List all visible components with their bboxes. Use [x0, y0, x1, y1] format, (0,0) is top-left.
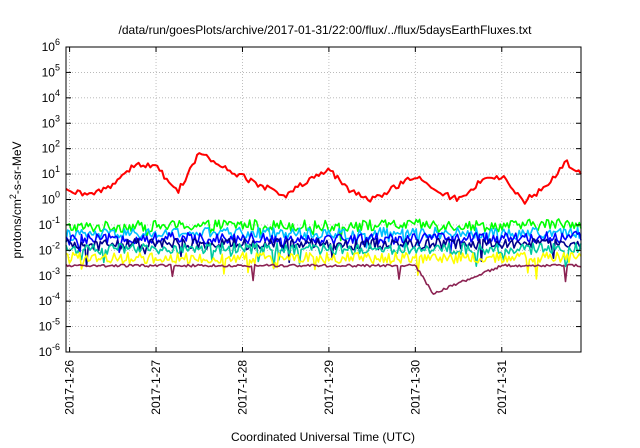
y-tick-label-base: 10	[42, 40, 56, 54]
y-tick-label-base: 10	[39, 243, 53, 257]
y-tick-label-exp: -2	[52, 240, 60, 250]
y-tick-label: 10-4	[39, 291, 60, 308]
y-tick-label-base: 10	[39, 345, 53, 359]
x-axis-label: Coordinated Universal Time (UTC)	[231, 430, 415, 444]
x-tick-label: 2017-1-27	[149, 360, 163, 415]
y-tick-label: 10-6	[39, 342, 60, 359]
grid	[66, 47, 581, 352]
y-tick-label-exp: 1	[55, 164, 60, 174]
x-tick-label: 2017-1-28	[235, 360, 249, 415]
y-tick-label: 104	[42, 88, 60, 105]
y-tick-label-exp: -1	[52, 215, 60, 225]
series-line	[65, 218, 582, 242]
y-tick-label: 10-5	[39, 317, 60, 334]
plot-frame	[65, 46, 582, 353]
y-tick-label-base: 10	[39, 294, 53, 308]
series-line	[65, 226, 582, 249]
x-axis: 2017-1-26 2017-1-27 2017-1-28 2017-1-29 2017…	[63, 47, 509, 415]
y-tick-label-exp: -3	[52, 266, 60, 276]
series-layer	[65, 152, 582, 295]
series-line	[65, 230, 582, 257]
y-tick-label-base: 10	[42, 116, 56, 130]
y-tick-label: 10-2	[39, 240, 60, 257]
y-axis-label-sup: 2	[8, 194, 18, 199]
y-tick-label-base: 10	[42, 193, 56, 207]
y-axis-label-post: -s-sr-MeV	[10, 141, 24, 194]
y-axis: 10-610-510-410-310-210-11001011021031041…	[39, 37, 581, 359]
y-tick-label-base: 10	[42, 91, 56, 105]
y-tick-label: 105	[42, 62, 60, 79]
y-tick-label-base: 10	[42, 167, 56, 181]
y-tick-label: 10-1	[39, 215, 60, 232]
y-tick-label-exp: 3	[55, 113, 60, 123]
y-tick-label-exp: -4	[52, 291, 60, 301]
series-line	[65, 237, 582, 267]
series-line	[65, 152, 582, 205]
y-tick-label-base: 10	[39, 218, 53, 232]
series-line	[65, 251, 582, 280]
y-tick-label: 102	[42, 139, 60, 156]
y-axis-label: protons/cm2-s-sr-MeV	[8, 141, 24, 258]
x-tick-label: 2017-1-26	[63, 360, 77, 415]
y-tick-label-exp: 0	[55, 190, 60, 200]
y-tick-label: 101	[42, 164, 60, 181]
y-axis-label-pre: protons/cm	[10, 199, 24, 258]
chart-title: /data/run/goesPlots/archive/2017-01-31/2…	[119, 23, 533, 37]
y-tick-label-exp: 4	[55, 88, 60, 98]
y-tick-label-exp: -5	[52, 317, 60, 327]
x-tick-label: 2017-1-31	[495, 360, 509, 415]
series-line	[65, 242, 582, 270]
y-tick-label-base: 10	[39, 320, 53, 334]
y-tick-label-base: 10	[42, 65, 56, 79]
y-tick-label-exp: 2	[55, 139, 60, 149]
y-tick-label: 10-3	[39, 266, 60, 283]
x-tick-label: 2017-1-30	[408, 360, 422, 415]
y-tick-label: 100	[42, 190, 60, 207]
y-tick-label-base: 10	[39, 269, 53, 283]
y-tick-label-exp: 6	[55, 37, 60, 47]
y-tick-label-exp: 5	[55, 62, 60, 72]
y-tick-label: 106	[42, 37, 60, 54]
y-tick-label-base: 10	[42, 142, 56, 156]
x-tick-label: 2017-1-29	[322, 360, 336, 415]
series-line	[65, 263, 582, 295]
y-tick-label: 103	[42, 113, 60, 130]
y-tick-label-exp: -6	[52, 342, 60, 352]
